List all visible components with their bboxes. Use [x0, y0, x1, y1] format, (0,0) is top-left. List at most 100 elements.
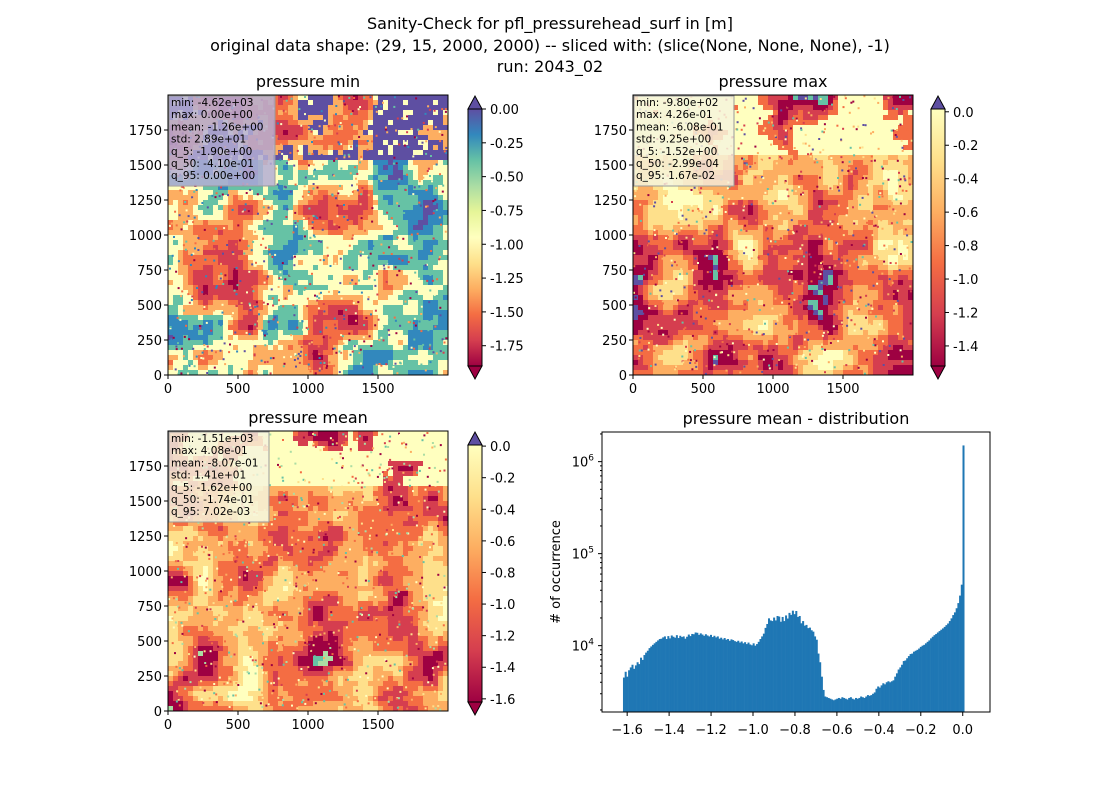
- map-cell: [773, 115, 779, 121]
- map-cell: [278, 365, 284, 371]
- map-cell: [428, 225, 434, 231]
- map-cell: [293, 235, 299, 241]
- map-cell: [213, 335, 219, 341]
- map-cell: [343, 100, 349, 106]
- map-cell: [333, 355, 339, 361]
- map-cell: [903, 145, 909, 151]
- map-cell: [433, 300, 439, 306]
- map-speckle: [316, 299, 319, 302]
- map-speckle: [263, 281, 266, 284]
- map-cell: [343, 205, 349, 211]
- map-cell: [188, 185, 194, 191]
- map-cell: [183, 290, 189, 296]
- map-speckle: [438, 216, 441, 219]
- map-cell: [373, 150, 379, 156]
- map-cell: [168, 250, 174, 256]
- map-cell: [178, 205, 184, 211]
- map-cell: [273, 155, 279, 161]
- map-cell: [308, 370, 314, 376]
- map-cell: [323, 110, 329, 116]
- colorbar-tick-label: -1.25: [490, 272, 524, 287]
- y-tick-label: 750: [137, 264, 162, 279]
- map-cell: [833, 135, 839, 141]
- map-cell: [873, 120, 879, 126]
- map-cell: [428, 370, 434, 376]
- map-speckle: [239, 280, 242, 282]
- map-cell: [393, 300, 399, 306]
- map-cell: [423, 340, 429, 346]
- map-cell: [223, 370, 229, 376]
- map-cell: [803, 110, 809, 116]
- map-cell: [263, 255, 269, 261]
- map-cell: [418, 100, 424, 106]
- map-cell: [738, 145, 744, 151]
- map-cell: [283, 240, 289, 246]
- map-cell: [328, 150, 334, 156]
- map-cell: [363, 285, 369, 291]
- map-speckle: [261, 329, 264, 332]
- map-cell: [443, 330, 449, 336]
- map-speckle: [263, 197, 266, 200]
- x-tick-label: 1000: [291, 382, 324, 397]
- map-cell: [438, 135, 444, 141]
- map-cell: [413, 240, 419, 246]
- map-cell: [858, 135, 864, 141]
- map-cell: [798, 115, 804, 121]
- map-cell: [438, 225, 444, 231]
- map-cell: [283, 105, 289, 111]
- map-cell: [383, 155, 389, 161]
- map-cell: [408, 185, 414, 191]
- map-cell: [843, 105, 849, 111]
- map-speckle: [430, 237, 433, 240]
- map-speckle: [219, 324, 222, 327]
- map-cell: [833, 120, 839, 126]
- map-cell: [193, 350, 199, 356]
- map-cell: [903, 165, 909, 171]
- map-cell: [283, 210, 289, 216]
- map-cell: [168, 350, 174, 356]
- map-speckle: [192, 221, 195, 224]
- map-cell: [283, 165, 289, 171]
- map-cell: [383, 235, 389, 241]
- map-cell: [363, 215, 369, 221]
- map-cell: [828, 150, 834, 156]
- map-cell: [288, 135, 294, 141]
- map-speckle: [427, 105, 430, 108]
- map-speckle: [308, 164, 310, 167]
- map-cell: [378, 370, 384, 376]
- map-cell: [273, 130, 279, 136]
- map-cell: [398, 125, 404, 131]
- map-cell: [318, 245, 324, 251]
- map-cell: [368, 155, 374, 161]
- map-cell: [403, 190, 409, 196]
- map-speckle: [425, 205, 427, 208]
- map-cell: [763, 150, 769, 156]
- map-cell: [413, 125, 419, 131]
- map-cell: [368, 180, 374, 186]
- map-speckle: [333, 347, 336, 350]
- map-cell: [763, 115, 769, 121]
- map-speckle: [429, 361, 432, 364]
- map-cell: [393, 150, 399, 156]
- map-cell: [418, 205, 424, 211]
- map-cell: [403, 105, 409, 111]
- map-cell: [343, 255, 349, 261]
- map-cell: [218, 225, 224, 231]
- map-cell: [773, 145, 779, 151]
- map-cell: [298, 235, 304, 241]
- map-cell: [263, 270, 269, 276]
- map-cell: [218, 365, 224, 371]
- map-cell: [353, 300, 359, 306]
- map-cell: [393, 355, 399, 361]
- map-speckle: [248, 333, 251, 336]
- map-speckle: [368, 335, 371, 338]
- map-cell: [873, 165, 879, 171]
- map-cell: [223, 295, 229, 301]
- map-cell: [428, 130, 434, 136]
- map-cell: [373, 250, 379, 256]
- map-cell: [218, 315, 224, 321]
- map-cell: [213, 370, 219, 376]
- map-cell: [308, 95, 314, 101]
- map-cell: [273, 265, 279, 271]
- map-cell: [303, 345, 309, 351]
